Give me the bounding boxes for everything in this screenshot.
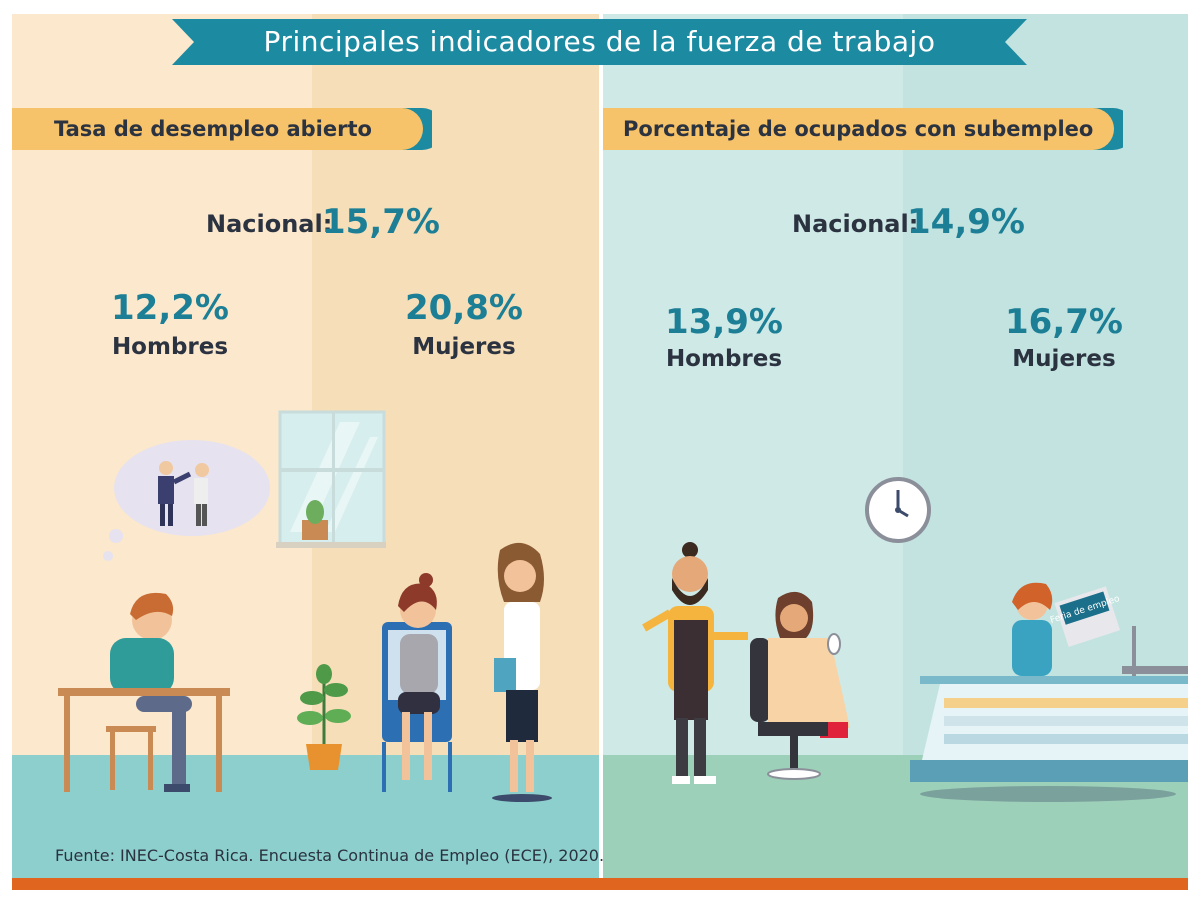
left-men-label: Hombres — [111, 334, 229, 360]
right-women-label: Mujeres — [1012, 346, 1116, 372]
right-section-title: Porcentaje de ocupados con subempleo — [623, 117, 1094, 141]
seated-woman-illustration — [382, 573, 452, 792]
shop-counter-illustration: Feria de empleo — [910, 582, 1188, 802]
man-at-desk-illustration — [58, 592, 230, 792]
window-illustration — [276, 410, 386, 548]
left-floor — [12, 755, 599, 878]
clock-icon — [865, 477, 931, 543]
left-section-pill — [12, 108, 432, 150]
standing-woman-illustration — [492, 542, 552, 802]
right-men-value: 13,9% — [665, 302, 783, 342]
title-banner — [172, 19, 1027, 65]
right-national-label: Nacional: — [792, 210, 919, 238]
right-national-value: 14,9% — [907, 202, 1025, 242]
right-women-value: 16,7% — [1005, 302, 1123, 342]
potted-plant-illustration — [297, 664, 351, 770]
left-section-title: Tasa de desempleo abierto — [54, 117, 372, 141]
right-section-pill — [603, 108, 1123, 150]
client-in-chair-illustration — [750, 591, 850, 780]
page-title: Principales indicadores de la fuerza de … — [263, 25, 936, 58]
thought-bubble-illustration — [103, 440, 270, 561]
barber-illustration — [642, 542, 748, 784]
left-women-value: 20,8% — [405, 288, 523, 328]
bottom-accent-bar — [12, 878, 1188, 890]
left-national-value: 15,7% — [322, 202, 440, 242]
left-men-value: 12,2% — [111, 288, 229, 328]
right-men-label: Hombres — [665, 346, 783, 372]
infographic: Principales indicadores de la fuerza de … — [12, 14, 1188, 890]
left-women-label: Mujeres — [412, 334, 516, 360]
left-panel — [12, 14, 599, 890]
source-citation: Fuente: INEC-Costa Rica. Encuesta Contin… — [55, 846, 605, 865]
left-national-label: Nacional: — [206, 210, 333, 238]
panel-divider — [599, 14, 603, 890]
